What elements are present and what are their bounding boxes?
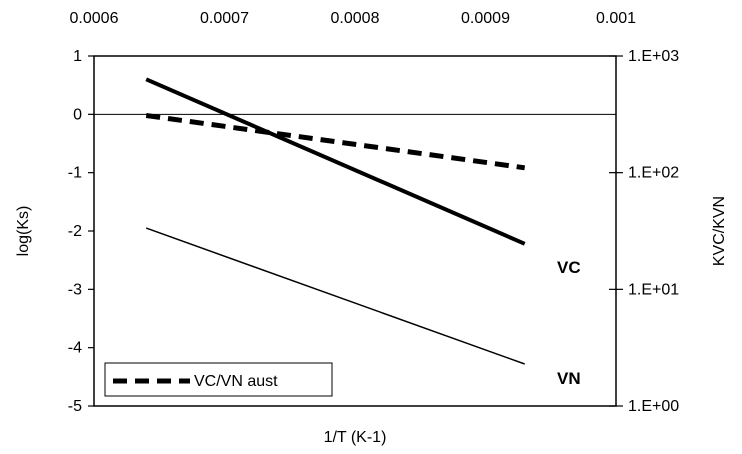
right-y-axis-title: KVC/KVN xyxy=(711,196,728,266)
left-y-tick-label: -5 xyxy=(68,398,82,415)
right-y-tick-label: 1.E+02 xyxy=(628,165,679,182)
series-layer xyxy=(145,77,526,365)
left-y-tick-label: -3 xyxy=(68,281,82,298)
x-tick-label: 0.0006 xyxy=(70,10,119,27)
series-label-vn: VN xyxy=(557,369,581,388)
series-label-vc: VC xyxy=(557,258,581,277)
series-line-vc xyxy=(145,77,526,246)
x-tick-label: 0.0007 xyxy=(200,10,249,27)
left-y-tick-label: -4 xyxy=(68,340,82,357)
x-axis-ticks: 0.0006 0.0007 0.0008 0.0009 0.001 xyxy=(70,10,637,27)
right-y-axis-ticks: 1.E+03 1.E+02 1.E+01 1.E+00 xyxy=(609,48,679,415)
left-y-tick-label: -1 xyxy=(68,165,82,182)
plot-area xyxy=(93,55,617,407)
series-line-vn xyxy=(145,227,525,365)
x-axis-title: 1/T (K-1) xyxy=(324,429,387,446)
legend-label: VC/VN aust xyxy=(194,373,278,390)
series-line-vc-vn-aust xyxy=(145,113,526,171)
left-y-tick-label: -2 xyxy=(68,223,82,240)
right-y-tick-label: 1.E+00 xyxy=(628,398,679,415)
left-y-tick-label: 1 xyxy=(73,48,82,65)
legend: VC/VN aust xyxy=(104,362,333,397)
left-y-tick-label: 0 xyxy=(73,106,82,123)
x-tick-label: 0.001 xyxy=(596,10,636,27)
right-y-tick-label: 1.E+03 xyxy=(628,48,679,65)
x-tick-label: 0.0008 xyxy=(331,10,380,27)
left-y-axis-ticks: 1 0 -1 -2 -3 -4 -5 xyxy=(68,48,94,415)
x-tick-label: 0.0009 xyxy=(461,10,510,27)
left-y-axis-title: log(Ks) xyxy=(15,206,32,257)
right-y-tick-label: 1.E+01 xyxy=(628,281,679,298)
